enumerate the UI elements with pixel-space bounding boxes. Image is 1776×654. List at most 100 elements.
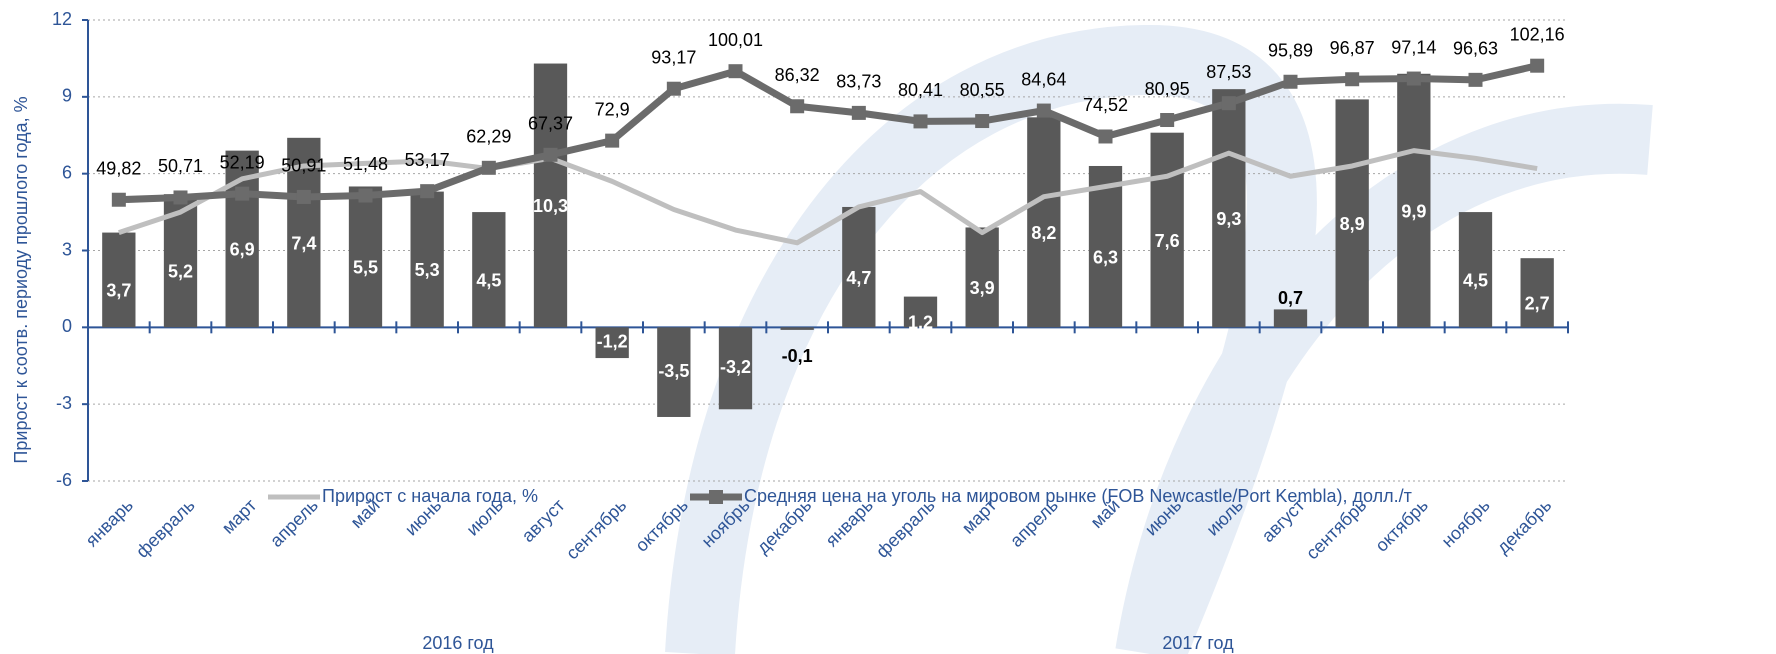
marker [666,81,681,96]
bar [1397,73,1431,328]
data-label: 49,82 [96,158,141,178]
marker [358,188,373,203]
bar [965,227,999,328]
data-label: 80,41 [898,80,943,100]
bar [1088,165,1123,328]
marker [1283,74,1298,89]
data-label: 6,3 [1093,247,1118,267]
marker [1221,96,1236,111]
data-label: -1,2 [597,331,628,351]
data-label: 1,2 [908,313,933,333]
marker [173,190,188,205]
marker [481,160,496,175]
data-label: 3,7 [106,281,131,301]
marker [1406,71,1421,86]
data-label: 8,2 [1031,223,1056,243]
data-label: 95,89 [1268,40,1313,60]
data-label: 10,3 [533,196,568,216]
line [118,62,1538,204]
data-label: 80,95 [1145,79,1190,99]
legend-label: Средняя цена на уголь на мировом рынке (… [744,486,1412,506]
group-label: 2017 год [1162,633,1234,653]
x-tick-label: ноябрь [1438,495,1494,551]
bar [102,232,136,328]
bar [410,191,444,328]
data-label: 53,17 [405,150,450,170]
data-label: 9,3 [1216,209,1241,229]
data-label: 3,9 [970,278,995,298]
data-label: 84,64 [1021,69,1066,89]
data-label: 97,14 [1391,37,1436,57]
bar [1520,258,1554,328]
y-tick-label: -3 [56,393,72,413]
x-tick-label: сентябрь [562,495,630,563]
bar [348,186,383,328]
data-label: 7,4 [291,233,316,253]
data-label: 4,5 [476,270,501,290]
data-label: 9,9 [1401,201,1426,221]
line [118,148,1538,246]
marker [975,114,990,129]
data-label: 5,5 [353,258,378,278]
bar [472,212,506,328]
bar [780,327,814,330]
y-tick-label: 0 [62,316,72,336]
marker [111,192,126,207]
y-tick-label: 9 [62,86,72,106]
data-label: 93,17 [651,47,696,67]
data-label: 74,52 [1083,95,1128,115]
bar [1150,132,1184,328]
x-tick-label: апрель [266,495,322,551]
marker [296,189,311,204]
y-tick-label: 3 [62,239,72,259]
marker [1098,129,1113,144]
data-label: 50,71 [158,156,203,176]
data-label: -3,5 [658,361,689,381]
marker [1468,72,1483,87]
bar [1273,309,1308,328]
y-tick-label: 6 [62,162,72,182]
x-tick-label: январь [82,495,137,550]
marker [235,186,250,201]
marker [1345,72,1360,87]
marker [790,99,805,114]
marker [543,147,558,162]
marker [1036,103,1051,118]
bar [657,327,691,417]
data-label: 50,91 [281,156,326,176]
marker [851,105,866,120]
marker [420,184,435,199]
y-tick-label: 12 [52,9,72,29]
data-label: 0,7 [1278,288,1303,308]
data-label: 51,48 [343,154,388,174]
watermark [665,24,1653,654]
group-label: 2016 год [422,633,494,653]
data-label: -3,2 [720,357,751,377]
bar [903,296,938,328]
x-tick-label: февраль [132,495,199,562]
data-label: 5,3 [415,260,440,280]
marker [913,114,928,129]
data-label: 5,2 [168,261,193,281]
bar [718,327,753,410]
data-label: 87,53 [1206,62,1251,82]
legend-label: Прирост с начала года, % [322,486,538,506]
data-label: 102,16 [1510,24,1565,44]
bar [1027,117,1061,328]
data-label: 7,6 [1155,231,1180,251]
marker [728,64,743,79]
marker [1530,58,1545,73]
marker [605,133,620,148]
bar [1458,212,1493,328]
data-label: 4,5 [1463,270,1488,290]
data-label: 67,37 [528,114,573,134]
bar [842,206,876,328]
data-label: -0,1 [782,346,813,366]
bar [1212,89,1246,328]
y-axis-label: Прирост к соотв. периоду прошлого года, … [11,96,31,463]
data-label: 86,32 [775,65,820,85]
data-label: 52,19 [220,152,265,172]
legend-marker [709,490,723,504]
bar [1335,99,1369,328]
